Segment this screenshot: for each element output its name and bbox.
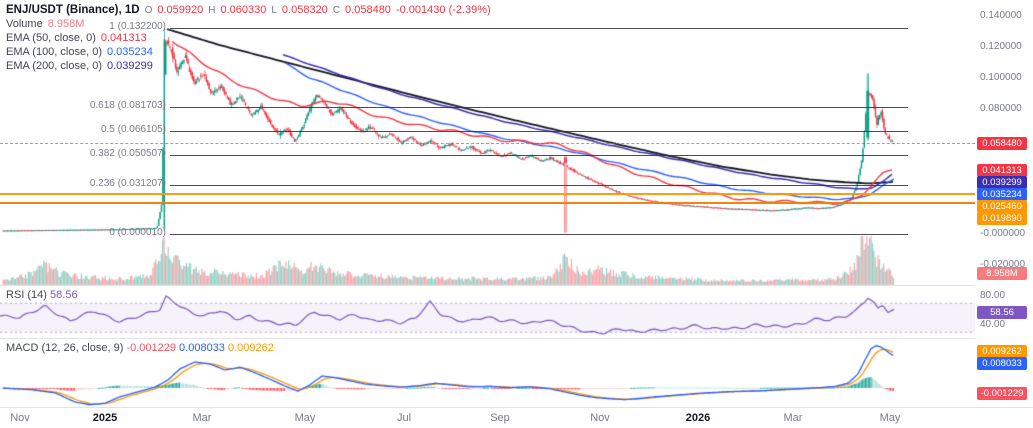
- open-label: O: [144, 5, 153, 16]
- support-line[interactable]: [0, 201, 975, 204]
- macd-legend[interactable]: MACD (12, 26, close, 9) -0.001229 0.0080…: [6, 342, 274, 355]
- rsi-axis-tick: 80.00: [980, 290, 1006, 301]
- ema-label: EMA (50, close, 0): [6, 32, 96, 44]
- time-axis-month-label: Mar: [192, 412, 212, 424]
- time-axis-month-label: Mar: [783, 412, 803, 424]
- axis-price-badge: 0.039299: [977, 175, 1027, 189]
- fib-level-label: 1 (0.132200): [109, 21, 166, 32]
- ema-label: EMA (200, close, 0): [6, 60, 102, 72]
- symbol-legend-row[interactable]: ENJ/USDT (Binance), 1D O 0.059920 H 0.0603…: [6, 4, 491, 17]
- open-value: 0.059920: [157, 4, 204, 16]
- axis-price-badge: 0.009262: [977, 344, 1027, 358]
- pane-separator-rsi[interactable]: [0, 285, 975, 286]
- fib-level-line[interactable]: [170, 130, 908, 132]
- high-label: H: [208, 5, 216, 16]
- price-axis-tick: -0.000000: [980, 227, 1026, 239]
- pane-separator-macd[interactable]: [0, 338, 975, 339]
- ema-value: 0.041313: [100, 32, 147, 44]
- price-axis-tick: 0.120000: [980, 41, 1022, 52]
- time-axis-month-label: Sep: [490, 412, 510, 424]
- macd-signal-value: 0.009262: [228, 342, 274, 354]
- time-axis[interactable]: Nov 2025 Mar May Jul Sep Nov 2026 Mar May: [0, 408, 1033, 428]
- axis-price-badge: -0.001229: [977, 386, 1027, 400]
- high-value: 0.060330: [220, 4, 267, 16]
- ema-legend-rows: EMA (50, close, 0) 0.041313 EMA (100, clos…: [6, 32, 491, 73]
- fib-level-label: 0.618 (0.081703): [89, 99, 166, 111]
- low-label: L: [271, 5, 277, 16]
- fib-level-line[interactable]: [170, 233, 908, 235]
- time-axis-month-label: May: [879, 412, 901, 424]
- axis-price-badge: 0.035234: [977, 187, 1027, 201]
- fib-level-line[interactable]: [170, 155, 908, 157]
- close-value: 0.058480: [345, 4, 391, 16]
- fib-level-label: 0 (0.000010): [109, 226, 166, 238]
- macd-histogram-value: -0.001229: [126, 342, 176, 354]
- price-axis-tick: -0.020000: [980, 259, 1026, 271]
- time-axis-month-label: Jul: [396, 412, 412, 424]
- axis-price-badge: 58.56: [977, 305, 1027, 319]
- ema-legend-row[interactable]: EMA (200, close, 0) 0.039299: [6, 60, 491, 73]
- rsi-title: RSI (14): [6, 289, 47, 301]
- main-legend: ENJ/USDT (Binance), 1D O 0.059920 H 0.0603…: [6, 4, 491, 74]
- volume-legend-row[interactable]: Volume 8.958M: [6, 18, 491, 31]
- time-axis-year-label: 2026: [685, 412, 711, 424]
- low-value: 0.058320: [281, 4, 328, 16]
- rsi-legend[interactable]: RSI (14) 58.56: [6, 289, 78, 302]
- fib-level-line[interactable]: [170, 106, 908, 108]
- price-axis-tick: 0.080000: [980, 103, 1022, 115]
- close-label: C: [332, 5, 341, 16]
- ema-label: EMA (100, close, 0): [6, 46, 102, 58]
- fib-level-label: 0.382 (0.050507): [89, 148, 166, 160]
- time-axis-separator: [0, 407, 1033, 408]
- fib-level-line[interactable]: [170, 28, 908, 29]
- rsi-value: 58.56: [50, 289, 78, 301]
- axis-price-badge: 0.008033: [977, 356, 1027, 370]
- axis-price-badge: 0.025460: [977, 199, 1027, 213]
- price-axis-tick: 0.140000: [980, 9, 1022, 21]
- time-axis-month-label: Nov: [590, 412, 610, 424]
- volume-label: Volume: [6, 18, 43, 30]
- time-axis-month-label: May: [294, 412, 316, 424]
- axis-price-badge: 8.958M: [977, 267, 1027, 280]
- macd-title: MACD (12, 26, close, 9): [6, 342, 124, 354]
- change-value: -0.001430 (-2.39%): [395, 4, 491, 16]
- axis-price-badge: 0.041313: [977, 163, 1027, 177]
- symbol-title: ENJ/USDT (Binance), 1D: [6, 4, 140, 16]
- rsi-axis-tick: 40.00: [980, 319, 1006, 330]
- ema-value: 0.039299: [107, 60, 153, 72]
- time-axis-month-label: Nov: [10, 412, 30, 424]
- axis-price-badge: 0.019890: [977, 211, 1027, 225]
- price-axis-tick: 0.100000: [980, 72, 1022, 84]
- ema-legend-row[interactable]: EMA (100, close, 0) 0.035234: [6, 46, 491, 59]
- support-line[interactable]: [0, 193, 975, 196]
- fib-level-label: 0.5 (0.066105): [100, 123, 166, 135]
- axis-price-badge: 0.058480: [977, 136, 1027, 150]
- fib-level-label: 0.236 (0.031207): [89, 178, 166, 190]
- current-price-line: [0, 142, 975, 144]
- ema-legend-row[interactable]: EMA (50, close, 0) 0.041313: [6, 32, 491, 45]
- price-axis[interactable]: 0.140000 0.120000 0.100000 0.080000 -0.00000…: [975, 0, 1033, 407]
- volume-value: 8.958M: [47, 18, 85, 30]
- fib-level-line[interactable]: [170, 185, 908, 187]
- macd-line-value: 0.008033: [179, 342, 225, 354]
- time-axis-year-label: 2025: [92, 412, 118, 424]
- ema-value: 0.035234: [107, 46, 153, 58]
